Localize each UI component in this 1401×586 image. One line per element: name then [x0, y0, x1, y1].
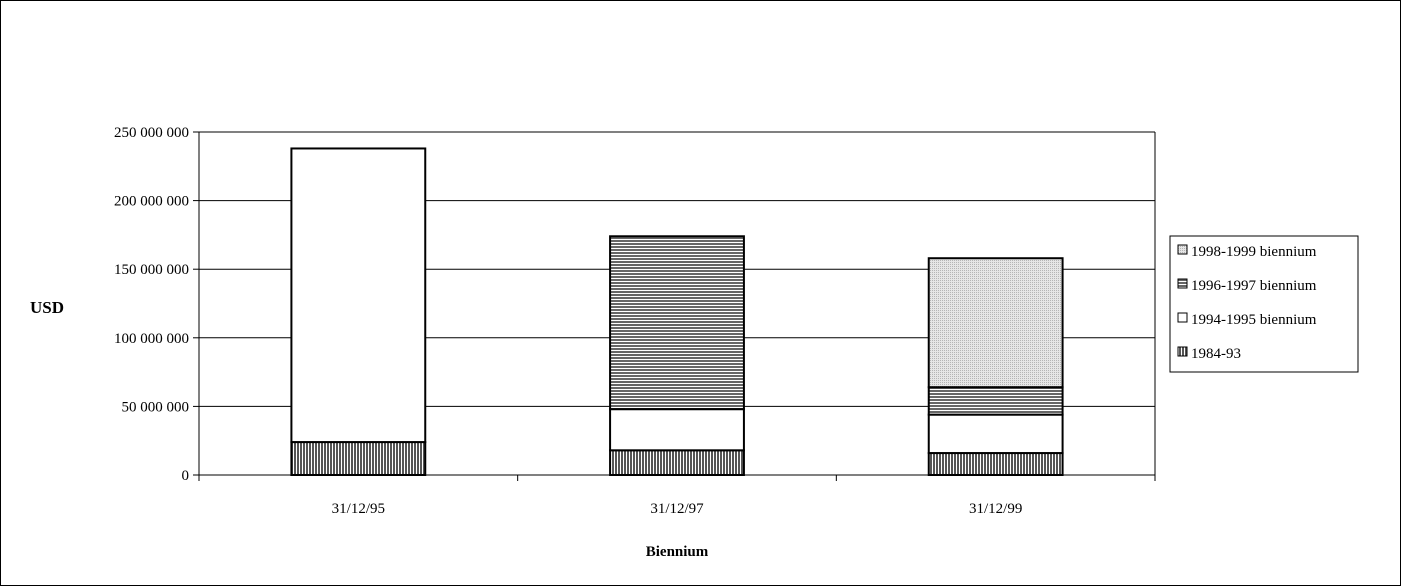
bar-segment: [290, 441, 427, 476]
bar-segment: [290, 147, 427, 444]
x-tick-label: 31/12/97: [650, 501, 704, 517]
legend-label: 1984-93: [1191, 346, 1241, 362]
x-axis-label: Biennium: [646, 544, 709, 560]
bar-segment: [927, 452, 1064, 477]
y-tick-label: 200 000 000: [114, 194, 189, 210]
bar-segment: [609, 449, 745, 476]
legend-label: 1998-1999 biennium: [1191, 244, 1317, 260]
legend-swatch: [1177, 312, 1188, 323]
y-tick-label: 0: [182, 468, 190, 484]
legend-label: 1996-1997 biennium: [1191, 278, 1317, 294]
legend-swatch: [1177, 244, 1188, 255]
bar-segment: [927, 386, 1064, 416]
legend-swatch: [1177, 278, 1188, 289]
legend-label: 1994-1995 biennium: [1191, 312, 1317, 328]
x-tick-label: 31/12/95: [332, 501, 385, 517]
y-tick-label: 150 000 000: [114, 262, 189, 278]
legend-swatch: [1177, 346, 1188, 357]
y-axis-label: USD: [30, 298, 64, 317]
bar-segment: [609, 408, 745, 452]
x-tick-label: 31/12/99: [969, 501, 1022, 517]
axes: 0 50 000 000 100 000 000 150 000 000 200 000…: [114, 125, 1156, 517]
bar-segment: [609, 235, 745, 411]
bar-segment: [927, 413, 1064, 455]
legend-frame: [1169, 235, 1359, 373]
y-tick-label: 50 000 000: [122, 399, 190, 415]
y-tick-label: 250 000 000: [114, 125, 189, 141]
bars: [290, 147, 1064, 477]
y-tick-label: 100 000 000: [114, 331, 189, 347]
legend: 1998-1999 biennium 1996-1997 biennium 1994…: [1169, 235, 1359, 373]
bar-segment: [927, 257, 1064, 389]
